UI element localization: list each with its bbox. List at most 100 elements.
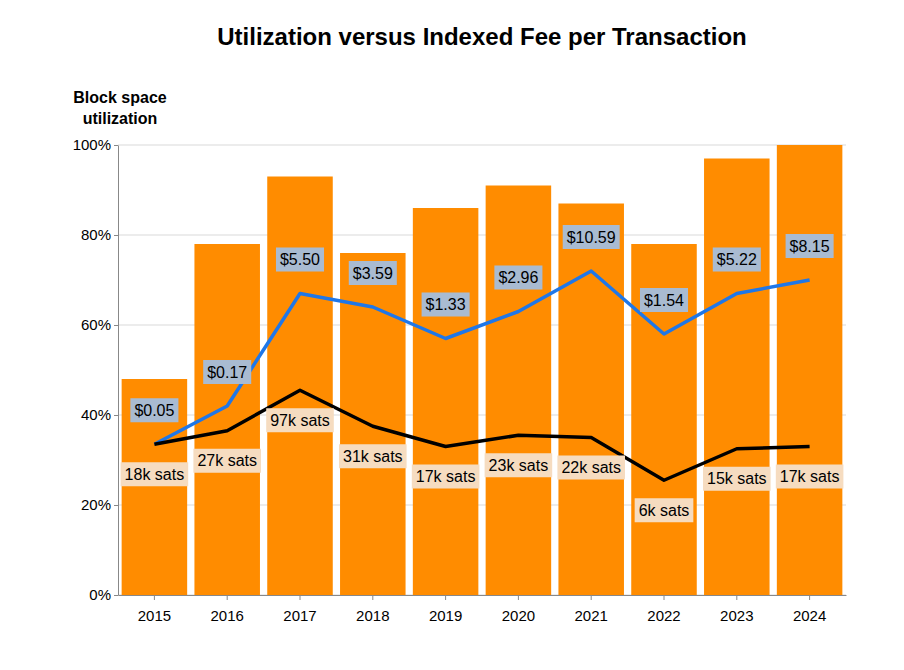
- data-label: 18k sats: [125, 466, 185, 483]
- label-box: [563, 225, 620, 249]
- point-label: 27k sats: [193, 449, 261, 473]
- tick: 2017: [283, 595, 316, 624]
- tick: 20%: [81, 496, 118, 513]
- data-label: 23k sats: [489, 457, 549, 474]
- label-box: [276, 248, 324, 272]
- point-label: 18k sats: [121, 462, 189, 486]
- data-label: $1.54: [644, 292, 684, 309]
- data-label: 97k sats: [270, 412, 330, 429]
- tick-label: 80%: [81, 226, 111, 243]
- tick-mark: [114, 325, 118, 326]
- point-label: $3.59: [349, 261, 397, 285]
- data-label: 17k sats: [416, 468, 476, 485]
- point-label: $1.54: [640, 288, 688, 312]
- data-label: 31k sats: [343, 448, 403, 465]
- point-label: 6k sats: [635, 498, 694, 522]
- tick: 2019: [429, 595, 462, 624]
- tick-label: 20%: [81, 496, 111, 513]
- tick-mark: [591, 595, 592, 600]
- data-label: 6k sats: [639, 502, 690, 519]
- tick: 0%: [89, 586, 118, 603]
- tick-mark: [154, 595, 155, 600]
- tick-mark: [372, 595, 373, 600]
- bar: [777, 145, 843, 595]
- point-label: $0.17: [203, 360, 251, 384]
- point-label: $5.22: [713, 248, 761, 272]
- x-axis: 2015 2016 2017 2018 2019 2020 2021 2022 2023 2024: [119, 595, 847, 624]
- tick-mark: [736, 595, 737, 600]
- tick-mark: [445, 595, 446, 600]
- tick: 2024: [793, 595, 826, 624]
- tick: 2016: [211, 595, 244, 624]
- grid-line: [118, 145, 846, 146]
- tick-label: 2018: [356, 607, 389, 624]
- tick-mark: [664, 595, 665, 600]
- tick-mark: [114, 595, 118, 596]
- label-box: [494, 266, 542, 290]
- label-box: [266, 408, 334, 432]
- data-label: $0.17: [207, 364, 247, 381]
- label-box: [349, 261, 397, 285]
- tick-mark: [227, 595, 228, 600]
- point-label: 23k sats: [485, 453, 553, 477]
- y-axis: 0% 20% 40% 60% 80% 100%: [73, 136, 119, 603]
- tick-label: 2023: [720, 607, 753, 624]
- tick-label: 2019: [429, 607, 462, 624]
- data-label: 17k sats: [780, 468, 840, 485]
- tick: 100%: [73, 136, 118, 153]
- tick-mark: [300, 595, 301, 600]
- tick-label: 2016: [211, 607, 244, 624]
- tick-mark: [114, 505, 118, 506]
- label-box: [130, 398, 178, 422]
- bar: [122, 379, 188, 595]
- tick-label: 2015: [138, 607, 171, 624]
- tick-mark: [518, 595, 519, 600]
- point-label: 31k sats: [339, 444, 407, 468]
- point-label: $1.33: [422, 293, 470, 317]
- label-box: [776, 465, 844, 489]
- tick-mark: [114, 145, 118, 146]
- tick-label: 2024: [793, 607, 826, 624]
- data-label: 27k sats: [197, 452, 257, 469]
- point-label: $5.50: [276, 248, 324, 272]
- tick: 2023: [720, 595, 753, 624]
- label-box: [193, 449, 261, 473]
- tick: 60%: [81, 316, 118, 333]
- data-label: $1.33: [426, 296, 466, 313]
- tick-mark: [114, 415, 118, 416]
- point-label: 22k sats: [557, 456, 625, 480]
- tick-mark: [809, 595, 810, 600]
- bar: [486, 186, 552, 596]
- label-box: [203, 360, 251, 384]
- tick-label: 2020: [502, 607, 535, 624]
- tick: 2020: [502, 595, 535, 624]
- label-box: [557, 456, 625, 480]
- tick: 40%: [81, 406, 118, 423]
- tick: 2015: [138, 595, 171, 624]
- tick-label: 2021: [575, 607, 608, 624]
- tick-label: 2022: [647, 607, 680, 624]
- data-label: $5.22: [717, 251, 757, 268]
- tick: 80%: [81, 226, 118, 243]
- point-label: 97k sats: [266, 408, 334, 432]
- label-box: [640, 288, 688, 312]
- label-box: [422, 293, 470, 317]
- data-label: $2.96: [498, 269, 538, 286]
- tick-label: 40%: [81, 406, 111, 423]
- plot-area: [122, 145, 843, 595]
- tick-label: 100%: [73, 136, 111, 153]
- tick-label: 60%: [81, 316, 111, 333]
- point-label: 17k sats: [776, 465, 844, 489]
- tick-mark: [114, 235, 118, 236]
- tick: 2022: [647, 595, 680, 624]
- data-label: $0.05: [134, 402, 174, 419]
- label-box: [786, 234, 834, 258]
- bar: [704, 159, 770, 596]
- grid: [118, 145, 846, 595]
- bar: [558, 204, 624, 596]
- data-label: $3.59: [353, 265, 393, 282]
- label-box: [485, 453, 553, 477]
- label-box: [121, 462, 189, 486]
- label-box: [703, 467, 771, 491]
- point-label: $2.96: [494, 266, 542, 290]
